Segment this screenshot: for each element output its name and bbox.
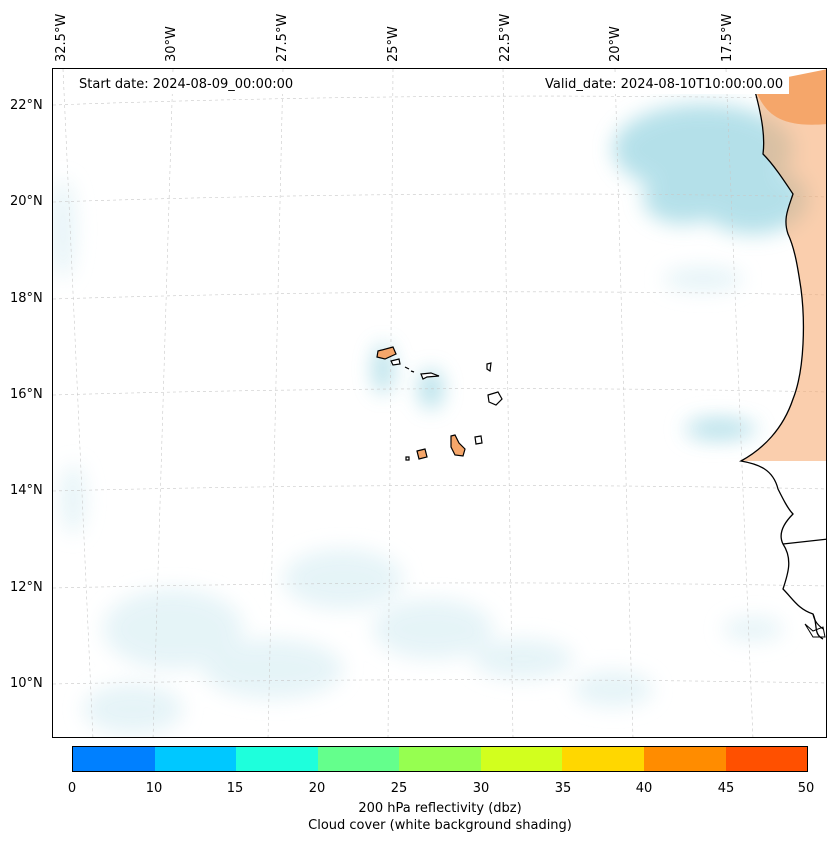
- island-sao-nicolau: [420, 372, 440, 380]
- colorbar-segment: [725, 747, 808, 771]
- island-fogo: [416, 448, 428, 460]
- graticule: [53, 69, 826, 737]
- reflectivity-colorbar: [72, 746, 808, 772]
- colorbar-segment: [480, 747, 563, 771]
- colorbar-tick: 35: [554, 781, 572, 796]
- colorbar-segment: [73, 747, 155, 771]
- lat-label-20n: 20°N: [10, 194, 43, 209]
- lon-label-32-5w: 32.5°W: [54, 13, 69, 62]
- colorbar-label-reflectivity: 200 hPa reflectivity (dbz): [358, 801, 522, 816]
- island-boa-vista: [487, 391, 503, 406]
- island-maio: [474, 435, 483, 445]
- island-sao-vicente: [390, 358, 401, 366]
- island-sal: [486, 362, 492, 373]
- lat-label-22n: 22°N: [10, 98, 43, 113]
- lat-label-18n: 18°N: [10, 291, 43, 306]
- colorbar-segment: [317, 747, 400, 771]
- colorbar-tick: 20: [308, 781, 326, 796]
- colorbar-segment: [399, 747, 481, 771]
- lat-label-12n: 12°N: [10, 580, 43, 595]
- valid-date-label: Valid_date: 2024-08-10T10:00:00.00: [539, 75, 790, 94]
- colorbar-tick: 50: [797, 781, 815, 796]
- colorbar-segment: [643, 747, 726, 771]
- colorbar-tick: 40: [635, 781, 653, 796]
- lat-label-16n: 16°N: [10, 387, 43, 402]
- colorbar-tick: 30: [472, 781, 490, 796]
- colorbar-segment: [154, 747, 237, 771]
- coastline: [739, 83, 824, 640]
- colorbar-tick: 25: [390, 781, 408, 796]
- colorbar-tick: 0: [67, 781, 77, 796]
- map-panel[interactable]: [52, 68, 827, 738]
- lon-label-20w: 20°W: [608, 26, 623, 62]
- colorbar-tick: 45: [717, 781, 735, 796]
- map-canvas: [53, 69, 826, 737]
- africa-coast: [739, 69, 826, 640]
- lon-label-30w: 30°W: [164, 26, 179, 62]
- colorbar-tick: 10: [145, 781, 163, 796]
- island-santiago: [450, 434, 466, 457]
- lat-label-14n: 14°N: [10, 483, 43, 498]
- colorbar-tick: 15: [226, 781, 244, 796]
- start-date-label: Start date: 2024-08-09_00:00:00: [73, 75, 300, 94]
- colorbar-label-cloud-cover: Cloud cover (white background shading): [308, 818, 572, 833]
- lon-label-17-5w: 17.5°W: [720, 13, 735, 62]
- island-brava: [405, 456, 410, 461]
- mainland-shading: [741, 84, 826, 461]
- lon-label-25w: 25°W: [386, 26, 401, 62]
- cabo-verde-islands: [376, 346, 503, 461]
- colorbar-segment: [562, 747, 644, 771]
- island-santo-antao: [376, 346, 397, 360]
- lon-label-22-5w: 22.5°W: [498, 13, 513, 62]
- lon-label-27-5w: 27.5°W: [275, 13, 290, 62]
- lat-label-10n: 10°N: [10, 676, 43, 691]
- mainland-hot: [753, 84, 826, 125]
- cloud-cover-dense: [373, 104, 808, 437]
- colorbar-segment: [236, 747, 318, 771]
